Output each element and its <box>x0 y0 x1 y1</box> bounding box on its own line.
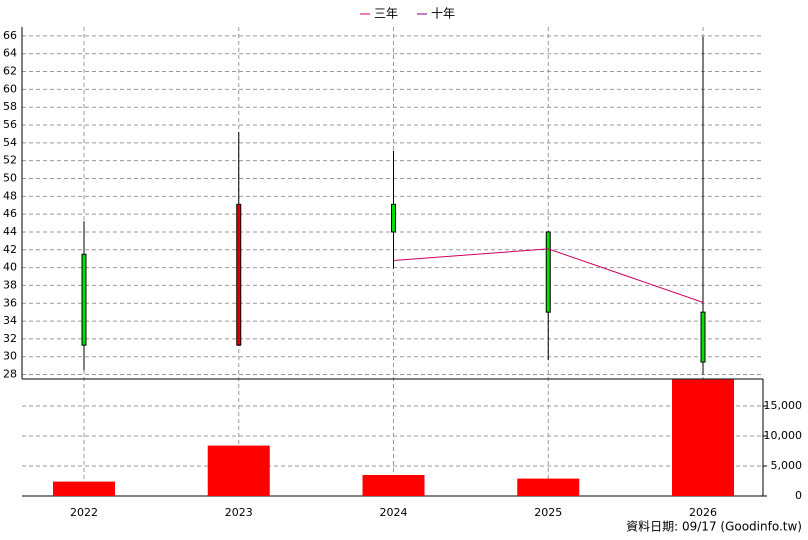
candle-body <box>545 231 551 313</box>
legend-label: 十年 <box>431 7 455 21</box>
ma-line <box>393 248 704 303</box>
y-tick-label: 56 <box>3 118 17 131</box>
y-tick-label: 60 <box>3 82 17 95</box>
legend-label: 三年 <box>374 7 398 21</box>
y-tick-label: 48 <box>3 189 17 202</box>
x-tick-label: 2023 <box>225 506 253 519</box>
y2-tick-label: 5,000 <box>771 459 803 472</box>
y-tick-label: 42 <box>3 243 17 256</box>
volume-bar <box>672 379 734 496</box>
y-tick-label: 32 <box>3 332 17 345</box>
y2-tick-label: 0 <box>795 489 802 502</box>
y-tick-label: 66 <box>3 29 17 42</box>
y-tick-label: 40 <box>3 261 17 274</box>
volume-bar <box>517 478 580 496</box>
candle-body <box>391 203 396 233</box>
y-tick-label: 36 <box>3 296 17 309</box>
volume-bar <box>207 445 270 496</box>
y-tick-label: 64 <box>3 47 17 60</box>
footnote: 資料日期: 09/17 (Goodinfo.tw) <box>626 520 802 534</box>
y-tick-label: 44 <box>3 225 17 238</box>
y-tick-label: 50 <box>3 171 17 184</box>
y-tick-label: 30 <box>3 350 17 363</box>
y-tick-label: 62 <box>3 65 17 78</box>
y2-tick-label: 15,000 <box>764 399 803 412</box>
candle-body <box>700 311 706 363</box>
candle-body <box>236 203 242 346</box>
y-tick-label: 38 <box>3 278 17 291</box>
y-tick-label: 58 <box>3 100 17 113</box>
x-tick-label: 2025 <box>534 506 562 519</box>
volume-bar <box>53 481 115 496</box>
volume-bar <box>362 475 425 496</box>
y-tick-label: 28 <box>3 368 17 381</box>
x-tick-label: 2024 <box>380 506 408 519</box>
y-tick-label: 34 <box>3 314 17 327</box>
candle-body <box>81 253 87 346</box>
y-tick-label: 54 <box>3 136 17 149</box>
y-tick-label: 52 <box>3 154 17 167</box>
y-tick-label: 46 <box>3 207 17 220</box>
y2-tick-label: 10,000 <box>764 429 803 442</box>
x-tick-label: 2022 <box>70 506 98 519</box>
x-tick-label: 2026 <box>689 506 717 519</box>
